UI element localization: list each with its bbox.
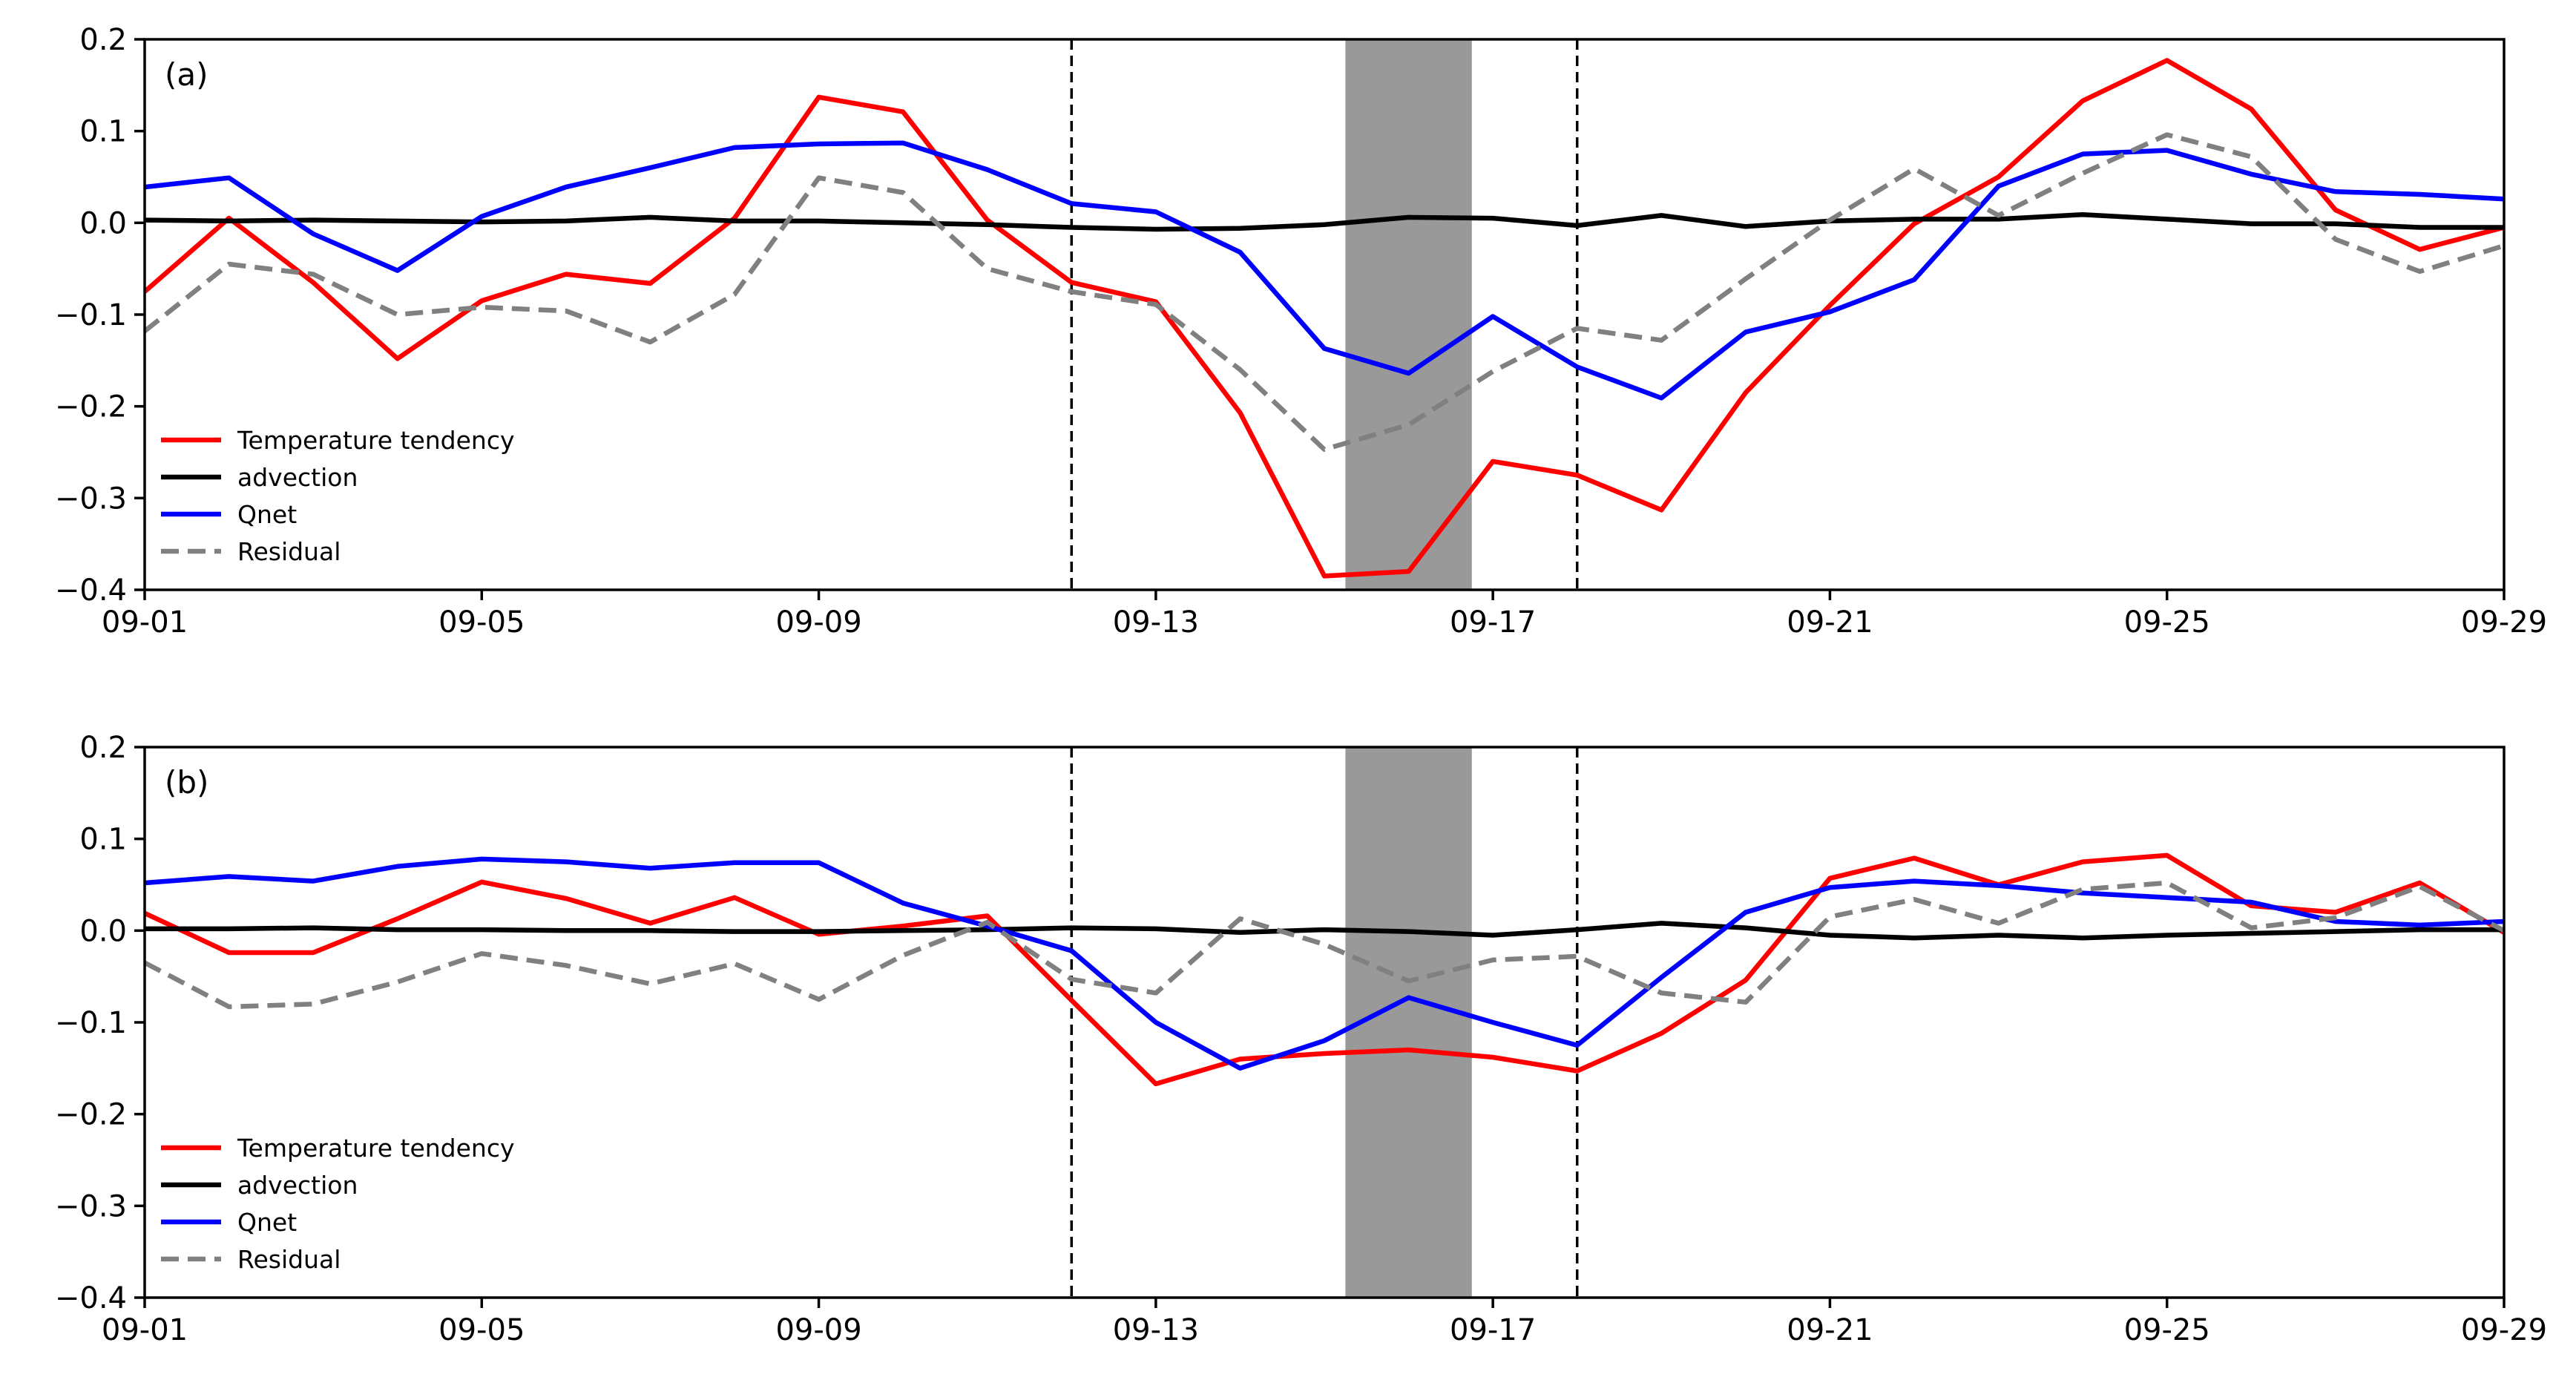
series-line-residual	[145, 132, 2504, 453]
series-group	[145, 58, 2504, 579]
shaded-span	[1345, 747, 1472, 1298]
x-tick-label: 09-25	[2124, 1313, 2210, 1347]
panel-b: 0.2 0.1 0.0 −0.1 −0.2 −0.3 −0.409-01 09-05 09-09…	[55, 731, 2547, 1347]
x-tick-label: 09-09	[775, 1313, 861, 1347]
panel-label: (b)	[165, 764, 208, 801]
series-line-temperature-tendency	[145, 852, 2504, 1087]
series-line-residual	[145, 880, 2504, 1010]
y-tick-label: 0.2	[79, 731, 127, 765]
y-tick-label: 0.2	[79, 23, 127, 57]
x-tick-label: 09-21	[1787, 1313, 1873, 1347]
legend-label: Temperature tendency	[237, 1134, 515, 1163]
x-tick-label: 09-01	[102, 605, 188, 640]
y-tick-label: −0.3	[55, 1189, 127, 1223]
series-line-advection	[145, 921, 2504, 941]
shaded-span	[1345, 39, 1472, 590]
series-line-temperature-tendency	[145, 58, 2504, 579]
series-line-advection	[145, 211, 2504, 232]
legend-label: advection	[237, 1171, 358, 1200]
legend-label: Qnet	[237, 500, 297, 529]
x-tick-label: 09-17	[1450, 1313, 1536, 1347]
x-tick-label: 09-01	[102, 1313, 188, 1347]
y-tick-label: −0.1	[55, 298, 127, 332]
y-tick-label: 0.0	[79, 206, 127, 240]
y-tick-label: 0.1	[79, 115, 127, 149]
y-tick-label: −0.2	[55, 390, 127, 424]
y-tick-label: −0.1	[55, 1006, 127, 1040]
x-tick-label: 09-09	[775, 605, 861, 640]
legend-label: Residual	[237, 1245, 341, 1274]
panel-label: (a)	[165, 56, 208, 93]
series-line-qnet	[145, 856, 2504, 1071]
y-tick-label: 0.1	[79, 823, 127, 857]
legend-label: advection	[237, 463, 358, 492]
x-tick-label: 09-05	[438, 605, 525, 640]
panel-a: 0.2 0.1 0.0 −0.1 −0.2 −0.3 −0.409-01 09-05 09-09…	[55, 23, 2547, 640]
y-tick-label: −0.3	[55, 482, 127, 516]
axes-frame	[143, 38, 2506, 591]
legend: Temperature tendency advection Qnet Residua…	[161, 1134, 515, 1274]
legend: Temperature tendency advection Qnet Residua…	[161, 426, 515, 566]
x-tick-label: 09-29	[2461, 1313, 2547, 1347]
x-tick-label: 09-13	[1113, 1313, 1199, 1347]
x-tick-label: 09-29	[2461, 605, 2547, 640]
series-group	[145, 852, 2504, 1087]
x-tick-label: 09-21	[1787, 605, 1873, 640]
series-line-qnet	[145, 140, 2504, 401]
x-tick-label: 09-05	[438, 1313, 525, 1347]
y-tick-label: −0.4	[55, 574, 127, 608]
x-tick-label: 09-17	[1450, 605, 1536, 640]
y-tick-label: −0.4	[55, 1281, 127, 1315]
y-tick-label: 0.0	[79, 914, 127, 948]
y-tick-label: −0.2	[55, 1098, 127, 1132]
x-tick-label: 09-13	[1113, 605, 1199, 640]
legend-label: Residual	[237, 537, 341, 566]
x-tick-label: 09-25	[2124, 605, 2210, 640]
legend-label: Qnet	[237, 1208, 297, 1237]
axes-frame	[143, 746, 2506, 1299]
legend-label: Temperature tendency	[237, 426, 515, 455]
